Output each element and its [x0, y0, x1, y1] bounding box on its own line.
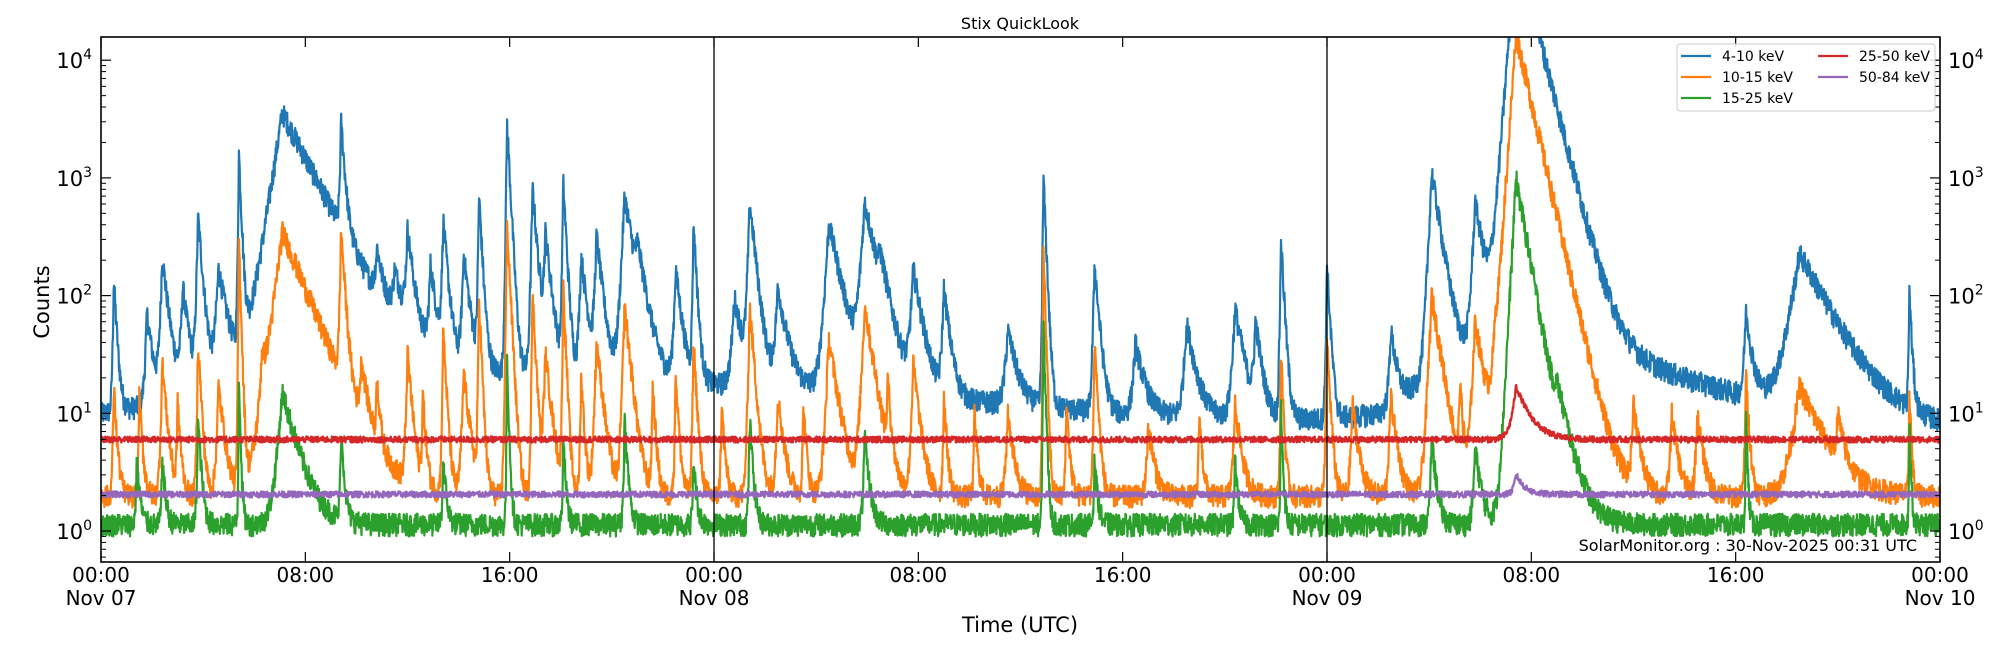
y-tick-label-left: 100	[56, 518, 92, 544]
chart-title: Stix QuickLook	[961, 14, 1080, 33]
series-line-25-50-kev	[101, 383, 1940, 444]
x-tick-date-label: Nov 09	[1292, 586, 1363, 610]
x-tick-label: 08:00	[1503, 563, 1561, 587]
series-line-15-25-kev	[101, 170, 1940, 538]
x-tick-date-label: Nov 07	[66, 586, 137, 610]
y-axis-label: Counts	[30, 265, 54, 338]
series-line-4-10-kev	[101, 37, 1940, 433]
x-tick-label: 00:00	[1911, 563, 1969, 587]
x-tick-label: 16:00	[1094, 563, 1152, 587]
legend-label: 4-10 keV	[1722, 49, 1784, 65]
y-tick-label-right: 104	[1948, 47, 1984, 73]
legend-label: 10-15 keV	[1722, 70, 1793, 86]
x-tick-label: 16:00	[1707, 563, 1765, 587]
legend-label: 15-25 keV	[1722, 91, 1793, 107]
x-axis-label: Time (UTC)	[961, 613, 1078, 637]
legend: 4-10 keV 10-15 keV 15-25 keV 25-50 keV 50-84…	[1676, 43, 1936, 112]
x-tick-label: 08:00	[890, 563, 948, 587]
x-tick-date-label: Nov 08	[679, 586, 750, 610]
y-tick-label-left: 104	[56, 47, 92, 73]
x-tick-label: 00:00	[685, 563, 743, 587]
legend-label: 50-84 keV	[1859, 70, 1930, 86]
x-tick-label: 08:00	[277, 563, 335, 587]
plot-frame	[100, 36, 1941, 563]
x-tick-date-label: Nov 10	[1905, 586, 1976, 610]
y-tick-label-right: 100	[1948, 518, 1984, 544]
watermark-annotation: SolarMonitor.org : 30-Nov-2025 00:31 UTC	[1579, 536, 1917, 555]
legend-box	[1676, 43, 1936, 112]
y-tick-label-left: 102	[56, 283, 92, 309]
x-tick-label: 00:00	[72, 563, 130, 587]
x-tick-label: 00:00	[1298, 563, 1356, 587]
series-line-10-15-kev	[101, 37, 1940, 510]
y-tick-label-left: 101	[56, 400, 92, 426]
y-tick-label-left: 103	[56, 165, 92, 191]
y-tick-label-right: 102	[1948, 283, 1984, 309]
x-tick-label: 16:00	[481, 563, 539, 587]
series-layer	[101, 37, 1940, 538]
legend-label: 25-50 keV	[1859, 49, 1930, 65]
y-tick-label-right: 103	[1948, 165, 1984, 191]
y-tick-label-right: 101	[1948, 400, 1984, 426]
series-line-50-84-kev	[101, 473, 1940, 499]
